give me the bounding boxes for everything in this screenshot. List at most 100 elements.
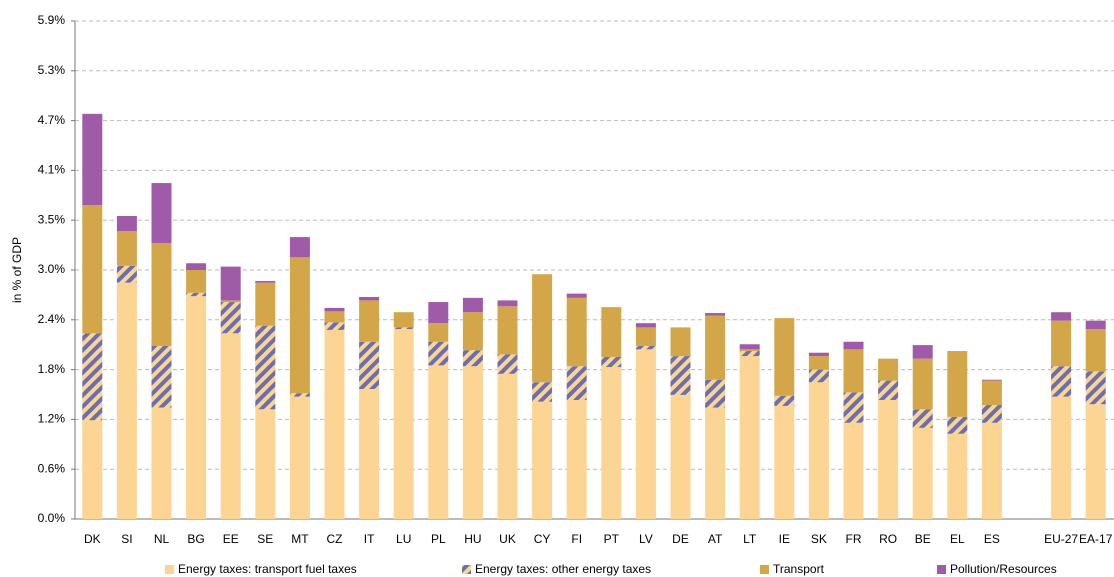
bar-segment — [186, 296, 207, 519]
bar-segment — [843, 392, 864, 423]
bar-segment — [393, 312, 414, 328]
bar-segment — [186, 263, 207, 270]
bar-segment — [705, 313, 726, 316]
bar-segment — [497, 354, 518, 374]
x-tick-label: BG — [187, 532, 204, 546]
x-tick-label: RO — [879, 532, 897, 546]
y-tick-label: 1.2% — [38, 412, 66, 426]
bar-segment — [255, 280, 276, 283]
bar-segment — [912, 345, 933, 359]
bar-segment — [116, 282, 137, 519]
bar-segment — [1051, 320, 1072, 367]
x-tick-label: LU — [396, 532, 411, 546]
bar-segment — [151, 407, 172, 519]
bar-segment — [670, 356, 691, 395]
x-tick-label: CY — [534, 532, 551, 546]
bar-segment — [1051, 366, 1072, 397]
bar-segment — [359, 389, 380, 519]
bar-segment — [1051, 312, 1072, 321]
y-tick-label: 0.6% — [38, 461, 66, 475]
bar-segment — [186, 270, 207, 293]
bar-segment — [808, 356, 829, 370]
bar-segment — [289, 396, 310, 519]
y-tick-label: 4.7% — [38, 113, 66, 127]
bar-segment — [981, 405, 1002, 423]
bar-segment — [220, 333, 241, 519]
y-tick-label: 1.8% — [38, 362, 66, 376]
bar-segment — [635, 327, 656, 346]
bar-segment — [670, 327, 691, 357]
x-tick-label: FR — [846, 532, 862, 546]
x-tick-label: LT — [743, 532, 757, 546]
x-tick-label: SE — [257, 532, 273, 546]
bar-segment — [947, 351, 968, 417]
y-tick-label: 5.3% — [38, 63, 66, 77]
bar-segment — [532, 401, 553, 519]
bar-segment — [82, 113, 103, 206]
bar-segment — [116, 215, 137, 232]
bar-segment — [497, 306, 518, 355]
bar-segment — [1085, 404, 1106, 519]
bar-segment — [324, 311, 345, 323]
bar-segment — [462, 366, 483, 519]
bar-segment — [601, 367, 622, 519]
legend-swatch — [760, 565, 769, 574]
bar-segment — [635, 345, 656, 350]
bar-segment — [359, 297, 380, 301]
bar-segment — [739, 344, 760, 350]
x-tick-label: HU — [464, 532, 481, 546]
bar-segment — [808, 369, 829, 383]
bar-segment — [1085, 371, 1106, 405]
bar-segment — [635, 323, 656, 328]
bar-segment — [289, 257, 310, 394]
bar-segment — [324, 322, 345, 330]
x-tick-label: MT — [291, 532, 309, 546]
y-tick-label: 2.4% — [38, 312, 66, 326]
x-tick-label: UK — [499, 532, 516, 546]
legend-swatch — [165, 565, 174, 574]
bar-segment — [912, 427, 933, 519]
bar-segment — [843, 349, 864, 393]
bar-segment — [912, 409, 933, 428]
bar-segment — [220, 300, 241, 303]
bar-segment — [1085, 329, 1106, 372]
bar-segment — [255, 282, 276, 326]
bar-segment — [324, 307, 345, 312]
x-tick-label: EA-17 — [1079, 532, 1113, 546]
bar-segment — [912, 358, 933, 410]
x-tick-label: EU-27 — [1044, 532, 1078, 546]
y-tick-label: 5.9% — [38, 13, 66, 27]
x-tick-label: BE — [915, 532, 931, 546]
bar-segment — [808, 352, 829, 357]
bar-segment — [808, 382, 829, 519]
x-tick-label: EE — [223, 532, 239, 546]
bar-segment — [601, 356, 622, 368]
bar-segment — [255, 409, 276, 519]
bar-segment — [497, 300, 518, 307]
legend-label: Pollution/Resources — [950, 562, 1057, 576]
bar-segment — [566, 366, 587, 400]
x-tick-label: SK — [811, 532, 827, 546]
bar-segment — [186, 292, 207, 297]
x-tick-label: CZ — [327, 532, 343, 546]
bar-segment — [393, 329, 414, 519]
x-tick-label: LV — [639, 532, 653, 546]
bar-segment — [635, 349, 656, 519]
bar-segment — [739, 351, 760, 357]
bar-segment — [843, 422, 864, 519]
bar-segment — [878, 399, 899, 519]
legend-swatch — [462, 565, 471, 574]
bar-segment — [670, 394, 691, 519]
bar-segment — [705, 407, 726, 519]
bar-segment — [566, 399, 587, 519]
x-tick-label: EL — [950, 532, 965, 546]
bar-segment — [981, 379, 1002, 381]
bar-segment — [532, 382, 553, 402]
bar-segment — [739, 356, 760, 519]
bar-segment — [566, 297, 587, 367]
bar-segment — [289, 393, 310, 397]
bar-segment — [774, 405, 795, 519]
x-tick-label: DE — [672, 532, 689, 546]
y-tick-label: 3.5% — [38, 212, 66, 226]
bar-segment — [947, 433, 968, 519]
